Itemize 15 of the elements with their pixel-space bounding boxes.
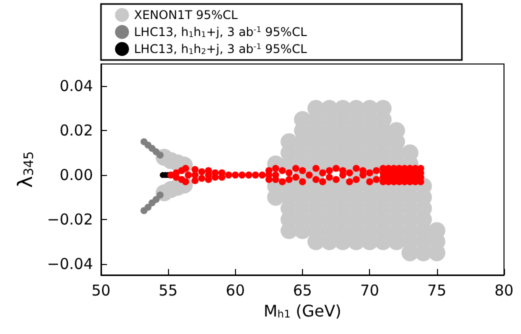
x-axis-title: Mh1 (GeV): [264, 301, 342, 320]
x-tick-label: 50: [91, 282, 111, 300]
y-axis-title: λ345: [13, 151, 38, 188]
x-tick-label: 70: [360, 282, 380, 300]
y-tick-label: −0.04: [47, 254, 93, 273]
legend-label: XENON1T 95%CL: [134, 8, 238, 22]
x-tick-label: 60: [226, 282, 245, 300]
y-tick-label: 0.00: [60, 166, 93, 184]
x-tick-label: 55: [158, 282, 178, 300]
y-tick-label: 0.04: [60, 77, 93, 96]
x-tick-label: 80: [494, 282, 514, 300]
x-tick-label: 75: [427, 282, 446, 300]
x-tick-label: 65: [292, 282, 312, 300]
y-tick-label: −0.02: [47, 210, 93, 228]
y-tick-label: 0.02: [60, 122, 93, 140]
